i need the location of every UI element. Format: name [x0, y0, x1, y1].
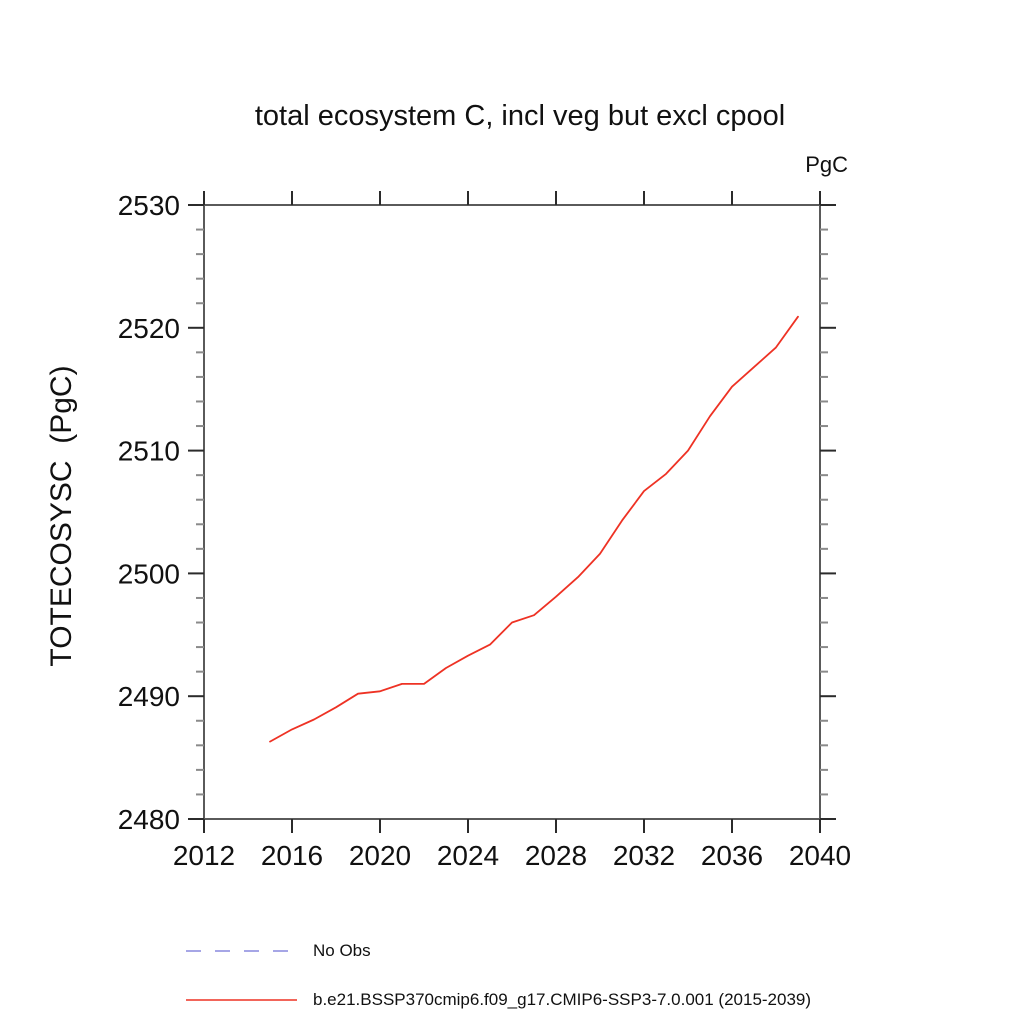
x-tick-label: 2032 — [613, 840, 675, 871]
y-tick-label: 2490 — [118, 681, 180, 712]
legend-label: b.e21.BSSP370cmip6.f09_g17.CMIP6-SSP3-7.… — [313, 990, 812, 1009]
legend-solid-line-icon — [186, 999, 297, 1001]
y-tick-label: 2500 — [118, 558, 180, 589]
legend-row: No Obs — [184, 941, 811, 961]
x-tick-label: 2024 — [437, 840, 499, 871]
x-tick-label: 2012 — [173, 840, 235, 871]
axis-box — [203, 204, 821, 820]
legend-row: b.e21.BSSP370cmip6.f09_g17.CMIP6-SSP3-7.… — [184, 990, 811, 1010]
units-label: PgC — [805, 152, 848, 177]
x-tick-label: 2016 — [261, 840, 323, 871]
x-tick-label: 2028 — [525, 840, 587, 871]
y-tick-label: 2530 — [118, 190, 180, 221]
data-line — [269, 315, 799, 743]
legend-dashed-line-icon — [186, 950, 297, 952]
x-tick-label: 2020 — [349, 840, 411, 871]
legend-label: No Obs — [313, 941, 371, 960]
chart-title: total ecosystem C, incl veg but excl cpo… — [254, 100, 786, 132]
y-tick-label: 2520 — [118, 313, 180, 344]
y-tick-label: 2480 — [118, 804, 180, 835]
x-tick-label: 2036 — [701, 840, 763, 871]
y-tick-label: 2510 — [118, 436, 180, 467]
x-tick-label: 2040 — [789, 840, 851, 871]
legend: No Obs b.e21.BSSP370cmip6.f09_g17.CMIP6-S… — [184, 941, 811, 1010]
